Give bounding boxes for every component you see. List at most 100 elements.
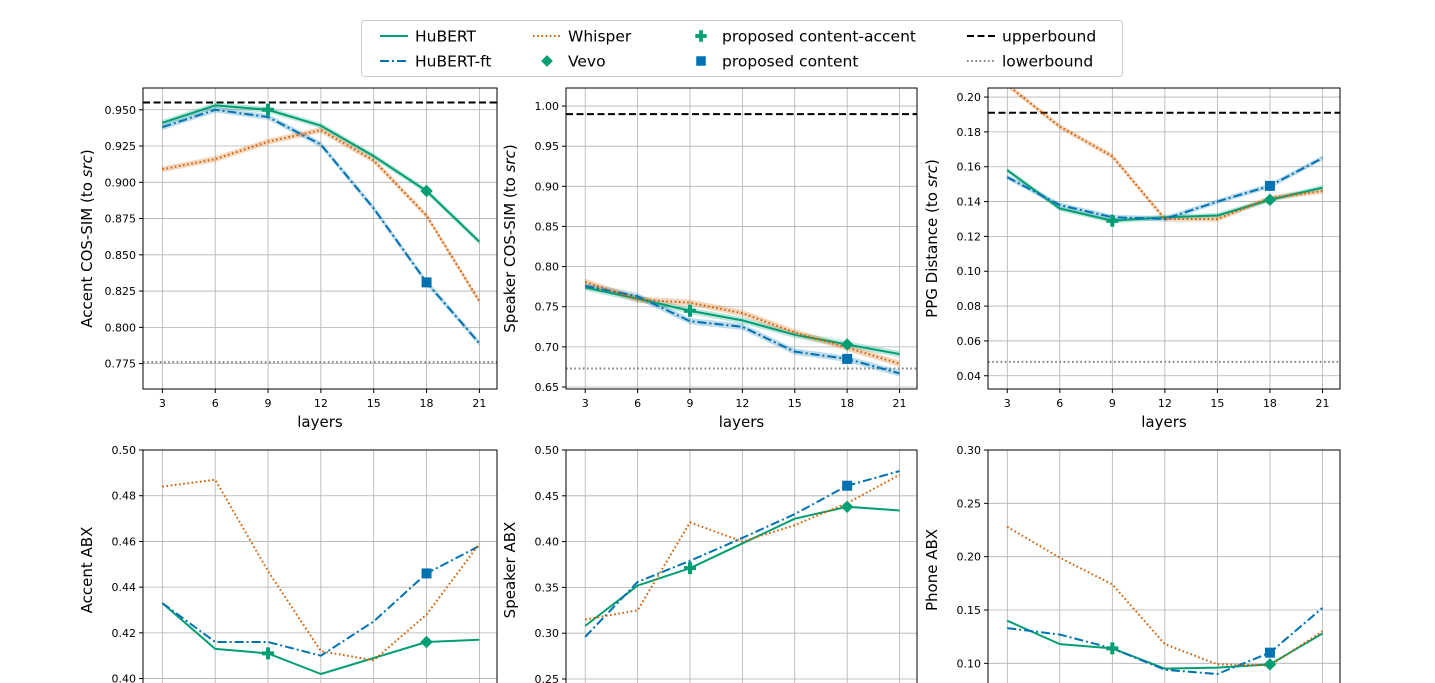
y-tick-label: 0.18 <box>957 126 982 139</box>
y-tick-label: 0.40 <box>535 536 560 549</box>
y-axis-label-italic: src <box>501 149 519 172</box>
axes-frame <box>565 449 918 683</box>
y-tick-label: 0.85 <box>535 220 560 233</box>
y-tick-label: 0.65 <box>535 381 560 394</box>
legend-marker-vevo <box>541 55 553 67</box>
x-tick-label: 18 <box>420 397 434 410</box>
y-tick-label: 0.12 <box>957 230 982 243</box>
y-axis-label-text: Speaker COS-SIM (to <box>501 172 519 332</box>
y-axis-label-italic: src <box>923 164 941 187</box>
x-tick-label: 15 <box>367 397 381 410</box>
y-tick-label: 0.20 <box>957 91 982 104</box>
x-tick-label: 18 <box>1263 397 1277 410</box>
y-axis-label-close: ) <box>78 149 96 155</box>
series-line-whisper <box>584 280 900 365</box>
x-axis-label: layers <box>297 413 343 431</box>
y-tick-label: 0.15 <box>957 604 982 617</box>
confidence-band-hubert_ft <box>1007 155 1323 222</box>
x-tick-label: 12 <box>314 397 328 410</box>
plot-area <box>566 88 917 389</box>
y-tick-label: 0.775 <box>105 358 137 371</box>
data-marker-vevo <box>420 635 433 649</box>
legend-item-whisper: Whisper <box>533 28 632 46</box>
y-axis-label-italic: src <box>78 154 96 177</box>
plot-area <box>988 450 1340 683</box>
y-tick-label: 0.75 <box>535 301 560 314</box>
chart-panels: 0.7750.8000.8250.8500.8750.9000.9250.950… <box>78 87 1341 683</box>
legend-marker-pc <box>696 56 706 66</box>
legend-label-lower: lowerbound <box>1002 53 1093 71</box>
x-tick-label: 9 <box>1109 397 1116 410</box>
legend-label-pc: proposed content <box>722 53 858 71</box>
data-marker-vevo <box>1263 193 1277 207</box>
legend-label-upper: upperbound <box>1002 28 1096 46</box>
confidence-band-hubert_ft <box>585 282 900 377</box>
legend-item-hubert: HuBERT <box>380 28 477 46</box>
y-tick-label: 1.00 <box>535 100 560 113</box>
x-tick-label: 12 <box>735 397 749 410</box>
x-tick-label: 6 <box>634 397 641 410</box>
y-tick-label: 0.950 <box>105 104 137 117</box>
x-tick-label: 6 <box>1056 397 1063 410</box>
y-axis-label: Phone ABX <box>923 529 941 611</box>
y-tick-label: 0.08 <box>957 300 982 313</box>
legend-frame <box>361 20 1123 77</box>
axes-frame <box>565 87 918 390</box>
y-tick-label: 0.850 <box>105 249 137 262</box>
y-tick-label: 0.25 <box>957 497 982 510</box>
data-marker-pca <box>1106 642 1119 655</box>
data-marker-pc <box>842 353 853 364</box>
y-tick-label: 0.42 <box>112 627 137 640</box>
series-line-whisper <box>162 478 481 662</box>
y-tick-label: 0.48 <box>112 490 137 503</box>
chart-panel-1: 0.775 0.800 0.825 0.850 0.875 0.900 0.925 0.950… <box>78 87 498 431</box>
plot-area <box>143 450 497 683</box>
data-marker-vevo <box>420 184 433 198</box>
y-tick-label: 0.35 <box>535 581 560 594</box>
plot-area <box>143 88 497 389</box>
x-tick-label: 21 <box>893 397 907 410</box>
series-line-whisper <box>585 473 901 621</box>
y-axis-label: PPG Distance (to src) <box>923 159 941 318</box>
data-marker-pc <box>1264 647 1275 658</box>
y-axis-label: Accent COS-SIM (to src) <box>78 149 96 328</box>
y-tick-label: 0.16 <box>957 161 982 174</box>
legend-label-pca: proposed content-accent <box>722 28 916 46</box>
data-marker-vevo <box>1263 658 1277 671</box>
x-tick-label: 12 <box>1158 397 1172 410</box>
y-axis-label-text: Accent COS-SIM (to <box>78 177 96 327</box>
x-axis-label: layers <box>1141 413 1187 431</box>
y-axis-label: Speaker ABX <box>501 522 519 619</box>
y-tick-label: 0.30 <box>535 627 560 640</box>
y-tick-label: 0.800 <box>105 321 137 334</box>
y-tick-label: 0.875 <box>105 213 137 226</box>
y-tick-label: 0.44 <box>112 581 137 594</box>
x-tick-label: 15 <box>1210 397 1224 410</box>
y-tick-label: 0.50 <box>112 444 137 457</box>
y-tick-label: 0.70 <box>535 341 560 354</box>
y-axis-label-close: ) <box>923 159 941 165</box>
y-axis-label-close: ) <box>501 144 519 150</box>
y-tick-label: 0.40 <box>112 673 137 683</box>
y-tick-label: 0.50 <box>535 444 560 457</box>
y-tick-label: 0.30 <box>957 444 982 457</box>
y-tick-label: 0.46 <box>112 535 137 548</box>
legend-item-hubert_ft: HuBERT-ft <box>380 53 491 71</box>
y-tick-label: 0.900 <box>105 176 137 189</box>
x-tick-label: 21 <box>472 397 486 410</box>
y-tick-label: 0.925 <box>105 140 137 153</box>
y-tick-label: 0.90 <box>535 180 560 193</box>
x-tick-label: 3 <box>582 397 589 410</box>
data-marker-pc <box>1264 180 1275 191</box>
axes-frame <box>142 87 498 390</box>
legend-label-vevo: Vevo <box>568 53 606 71</box>
data-marker-pca <box>262 647 275 660</box>
y-tick-label: 0.80 <box>535 261 560 274</box>
legend: HuBERT HuBERT-ft Whisper Vevo proposed conte… <box>361 20 1123 77</box>
y-tick-label: 0.10 <box>957 265 982 278</box>
data-marker-pca <box>1106 214 1119 227</box>
plot-area <box>566 450 917 683</box>
axes-frame <box>142 449 498 683</box>
y-tick-label: 0.04 <box>957 370 982 383</box>
